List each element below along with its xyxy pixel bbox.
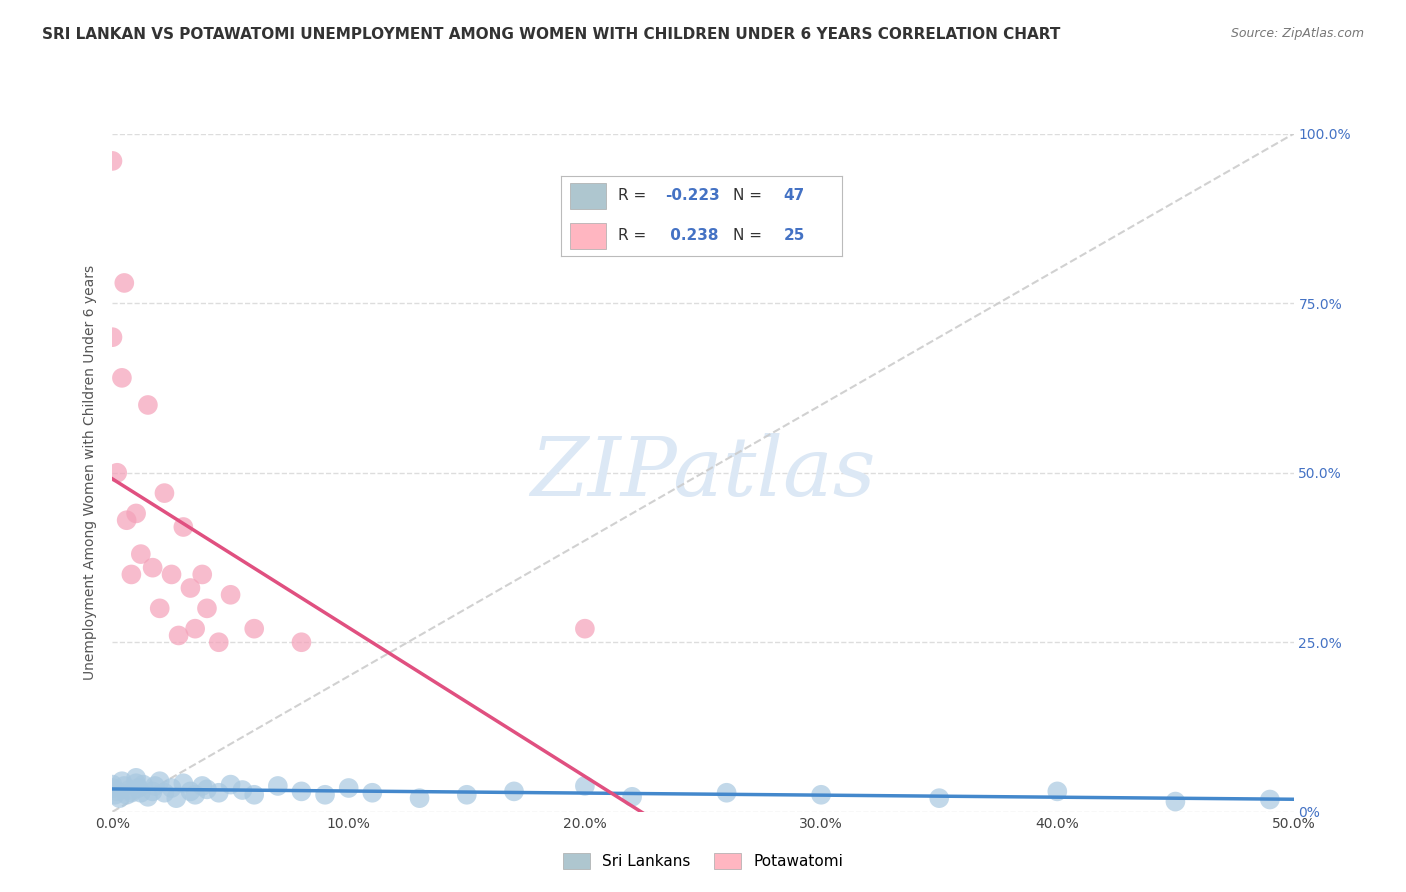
- Point: [160, 780, 183, 795]
- Point: [290, 635, 312, 649]
- Point: [105, 466, 128, 480]
- Point: [928, 791, 950, 805]
- Point: [1046, 784, 1069, 798]
- Legend: Sri Lankans, Potawatomi: Sri Lankans, Potawatomi: [557, 847, 849, 875]
- Text: 47: 47: [783, 188, 804, 203]
- Point: [267, 779, 290, 793]
- Point: [208, 635, 231, 649]
- Text: -0.223: -0.223: [665, 188, 720, 203]
- Point: [231, 783, 253, 797]
- Point: [101, 778, 124, 792]
- Point: [127, 780, 149, 795]
- Point: [136, 789, 159, 804]
- Point: [132, 778, 155, 792]
- Point: [503, 784, 526, 798]
- Point: [184, 788, 207, 802]
- Point: [810, 788, 832, 802]
- Y-axis label: Unemployment Among Women with Children Under 6 years: Unemployment Among Women with Children U…: [83, 265, 97, 681]
- Text: 25: 25: [783, 228, 804, 244]
- Point: [104, 788, 127, 802]
- Point: [408, 791, 430, 805]
- Point: [172, 776, 194, 790]
- Point: [101, 153, 124, 168]
- Point: [108, 791, 131, 805]
- Point: [153, 486, 176, 500]
- Point: [125, 776, 148, 790]
- Point: [120, 786, 142, 800]
- Point: [153, 786, 176, 800]
- Point: [243, 622, 266, 636]
- Text: R =: R =: [617, 188, 651, 203]
- Point: [456, 788, 478, 802]
- Point: [184, 622, 207, 636]
- Point: [120, 567, 142, 582]
- Point: [314, 788, 336, 802]
- Point: [149, 601, 172, 615]
- Point: [195, 601, 218, 615]
- Point: [179, 581, 201, 595]
- Point: [143, 779, 166, 793]
- Point: [111, 371, 134, 385]
- Text: Source: ZipAtlas.com: Source: ZipAtlas.com: [1230, 27, 1364, 40]
- Point: [111, 774, 134, 789]
- Point: [115, 513, 138, 527]
- Point: [195, 782, 218, 797]
- Point: [112, 779, 135, 793]
- Point: [191, 567, 214, 582]
- Point: [1258, 792, 1281, 806]
- Point: [101, 780, 124, 795]
- Point: [160, 567, 183, 582]
- Point: [172, 520, 194, 534]
- Point: [142, 560, 165, 574]
- Point: [337, 780, 360, 795]
- Text: SRI LANKAN VS POTAWATOMI UNEMPLOYMENT AMONG WOMEN WITH CHILDREN UNDER 6 YEARS CO: SRI LANKAN VS POTAWATOMI UNEMPLOYMENT AM…: [42, 27, 1060, 42]
- Point: [112, 276, 135, 290]
- Point: [125, 507, 148, 521]
- Point: [167, 628, 190, 642]
- Text: R =: R =: [617, 228, 651, 244]
- Point: [136, 398, 159, 412]
- Point: [290, 784, 312, 798]
- Point: [219, 778, 242, 792]
- Point: [361, 786, 384, 800]
- FancyBboxPatch shape: [569, 183, 606, 210]
- Point: [129, 786, 152, 800]
- Point: [165, 791, 187, 805]
- Text: N =: N =: [733, 188, 766, 203]
- Point: [621, 789, 644, 804]
- FancyBboxPatch shape: [569, 223, 606, 250]
- Text: ZIPatlas: ZIPatlas: [530, 433, 876, 513]
- Point: [125, 771, 148, 785]
- Text: 0.238: 0.238: [665, 228, 718, 244]
- Text: N =: N =: [733, 228, 766, 244]
- Point: [574, 779, 596, 793]
- Point: [716, 786, 738, 800]
- Point: [243, 788, 266, 802]
- Point: [101, 330, 124, 344]
- Point: [208, 786, 231, 800]
- Point: [105, 784, 128, 798]
- Point: [118, 783, 141, 797]
- Point: [219, 588, 242, 602]
- Point: [142, 784, 165, 798]
- Point: [191, 779, 214, 793]
- Point: [1164, 795, 1187, 809]
- Point: [129, 547, 152, 561]
- Point: [179, 784, 201, 798]
- Point: [574, 622, 596, 636]
- Point: [115, 788, 138, 802]
- Point: [149, 774, 172, 789]
